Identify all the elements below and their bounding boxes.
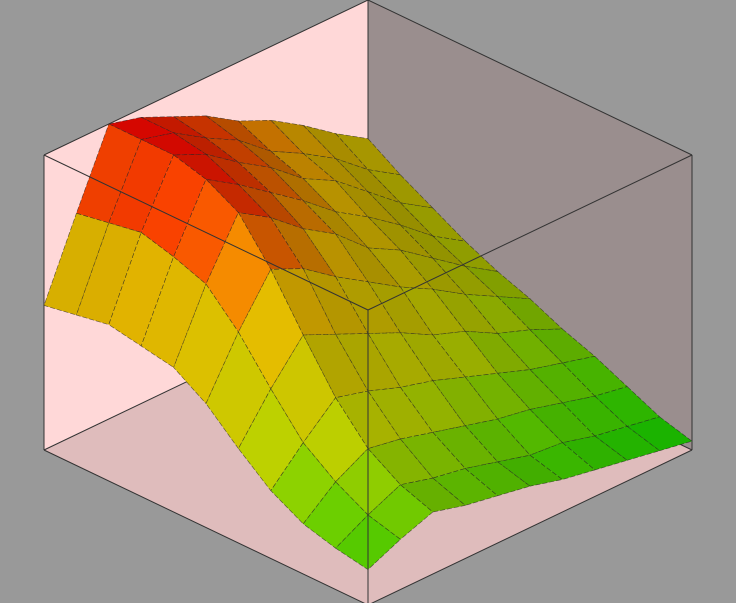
box-edge [43, 449, 365, 603]
surface-cell [431, 257, 499, 297]
surface-cell [237, 183, 305, 230]
surface-cell [270, 442, 336, 525]
box-right-back-wall [368, 0, 692, 450]
surface-cell [464, 372, 531, 420]
box-edge [43, 154, 369, 311]
surface-cell [529, 328, 596, 364]
surface-cell [302, 228, 369, 283]
surface-cell [496, 296, 564, 331]
surface-cell [76, 123, 142, 224]
surface-cell [205, 137, 272, 168]
surface-cell [76, 222, 142, 326]
surface-cell [432, 288, 499, 334]
surface-cell [399, 477, 466, 513]
surface-cell [399, 432, 466, 479]
surface-cell [334, 233, 402, 288]
surface-cell [302, 124, 369, 171]
surface-cell [43, 212, 110, 316]
surface-cell [367, 247, 434, 290]
surface-cell [173, 178, 239, 285]
surface-cell [367, 332, 434, 388]
box-edge [367, 0, 693, 156]
surface-cell [238, 139, 304, 179]
surface-cell [367, 438, 434, 486]
surface-cell [107, 117, 175, 140]
box-edge [367, 154, 693, 311]
surface-cell [432, 468, 499, 506]
surface-cell [529, 442, 596, 480]
surface-cell [302, 200, 369, 249]
surface-cell [302, 268, 369, 335]
surface-cell [140, 256, 207, 368]
surface-cell [367, 281, 434, 336]
box-edge [43, 0, 369, 156]
box-front-edges [43, 154, 693, 603]
box-edge [371, 449, 693, 603]
